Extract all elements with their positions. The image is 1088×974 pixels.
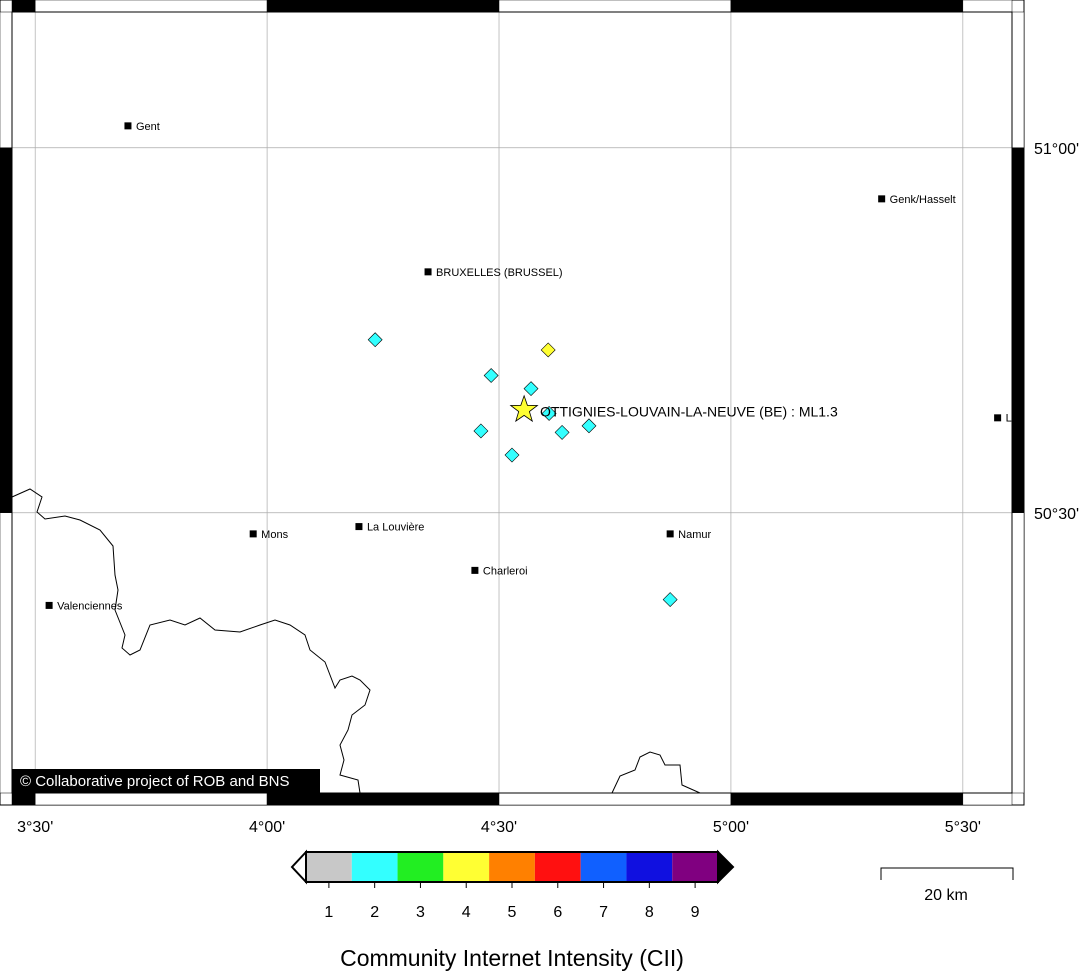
frame-segment [1011, 11, 1025, 149]
city-marker [45, 601, 53, 609]
city-marker [994, 414, 1002, 422]
frame-segment [730, 792, 964, 806]
city-label: BRUXELLES (BRUSSEL) [436, 267, 563, 279]
city-label: L [1006, 413, 1012, 425]
intensity-marker [473, 423, 489, 439]
lat-tick-label: 51°00' [1034, 141, 1079, 158]
frame-segment [266, 0, 500, 13]
frame-segment [1011, 147, 1025, 513]
frame-segment [11, 792, 36, 806]
legend-swatch [351, 852, 398, 882]
lon-tick-label: 4°30' [481, 819, 517, 836]
city-label: Charleroi [483, 565, 528, 577]
intensity-marker [540, 342, 556, 358]
frame-segment [34, 0, 268, 13]
border-line [611, 751, 701, 794]
frame-segment [0, 512, 13, 794]
intensity-marker [662, 592, 678, 607]
frame-segment [34, 792, 268, 806]
lat-tick-label: 50°30' [1034, 506, 1079, 523]
city-marker [471, 566, 479, 574]
intensity-marker [554, 425, 570, 440]
legend-label: 5 [508, 904, 517, 921]
legend-label: 3 [416, 904, 425, 921]
legend-label: 6 [553, 904, 562, 921]
lon-tick-label: 3°30' [17, 819, 53, 836]
frame-segment [498, 792, 732, 806]
city-marker [124, 122, 132, 130]
intensity-marker [483, 368, 499, 383]
frame-segment [498, 0, 732, 13]
epicenter-star [509, 394, 539, 423]
intensity-marker [523, 381, 539, 397]
city-label: Gent [136, 121, 160, 133]
frame-segment [266, 792, 500, 806]
legend-label: 7 [599, 904, 608, 921]
lon-tick-label: 5°30' [945, 819, 981, 836]
city-label: Mons [261, 529, 288, 541]
legend-label: 8 [645, 904, 654, 921]
legend-swatch [534, 852, 581, 882]
legend-label: 4 [462, 904, 471, 921]
city-label: Genk/Hasselt [890, 194, 956, 206]
city-marker [666, 530, 674, 538]
city-marker [424, 268, 432, 276]
legend-swatch [397, 852, 444, 882]
intensity-marker [541, 406, 557, 421]
frame-segment [1011, 512, 1025, 794]
city-marker [355, 523, 363, 531]
lon-tick-label: 5°00' [713, 819, 749, 836]
frame-segment [11, 0, 36, 13]
legend-arrow [290, 849, 307, 885]
legend-label: 2 [370, 904, 379, 921]
map-inner-frame [11, 11, 1013, 794]
intensity-marker [367, 332, 383, 348]
city-marker [878, 195, 886, 203]
scale-label: 20 km [924, 887, 968, 904]
legend-label: 1 [324, 904, 333, 921]
intensity-marker [504, 447, 520, 463]
credit: © Collaborative project of ROB and BNS [20, 773, 290, 790]
legend-swatch [489, 852, 535, 882]
frame-segment [730, 0, 964, 13]
legend-swatch [306, 852, 352, 882]
legend-swatch [443, 852, 490, 882]
legend-swatch [672, 852, 718, 882]
city-label: Namur [678, 529, 711, 541]
map-frame [0, 0, 1025, 806]
legend-arrow [717, 849, 735, 885]
frame-segment [962, 0, 1013, 13]
city-label: La Louvière [367, 521, 425, 533]
legend-swatch [580, 852, 627, 882]
legend-label: 9 [691, 904, 700, 921]
legend-swatch [626, 852, 673, 882]
lon-tick-label: 4°00' [249, 819, 285, 836]
city-marker [249, 530, 257, 538]
intensity-marker [581, 418, 597, 434]
frame-segment [0, 11, 13, 149]
frame-segment [0, 147, 13, 513]
credit-box [12, 769, 320, 793]
epicenter-label: OTTIGNIES-LOUVAIN-LA-NEUVE (BE) : ML1.3 [540, 404, 838, 420]
city-label: Valenciennes [57, 600, 123, 612]
frame-segment [962, 792, 1013, 806]
border-line [11, 488, 371, 794]
scale-bar [880, 867, 1014, 880]
legend-title: Community Internet Intensity (CII) [340, 945, 684, 971]
